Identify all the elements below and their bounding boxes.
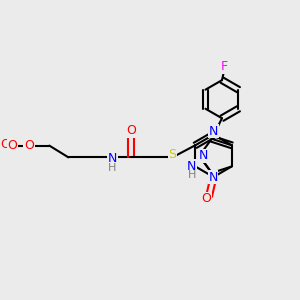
Text: N: N	[108, 152, 117, 165]
Text: O: O	[24, 139, 34, 152]
Text: O: O	[0, 138, 10, 151]
Text: N: N	[208, 171, 218, 184]
Text: O: O	[127, 124, 136, 137]
Text: F: F	[221, 61, 228, 74]
Text: N: N	[209, 125, 218, 138]
Text: O: O	[8, 139, 18, 152]
Text: S: S	[169, 148, 176, 161]
Text: H: H	[108, 163, 116, 172]
Text: O: O	[201, 193, 211, 206]
Text: N: N	[187, 160, 196, 173]
Text: N: N	[199, 149, 208, 162]
Text: H: H	[188, 170, 196, 180]
